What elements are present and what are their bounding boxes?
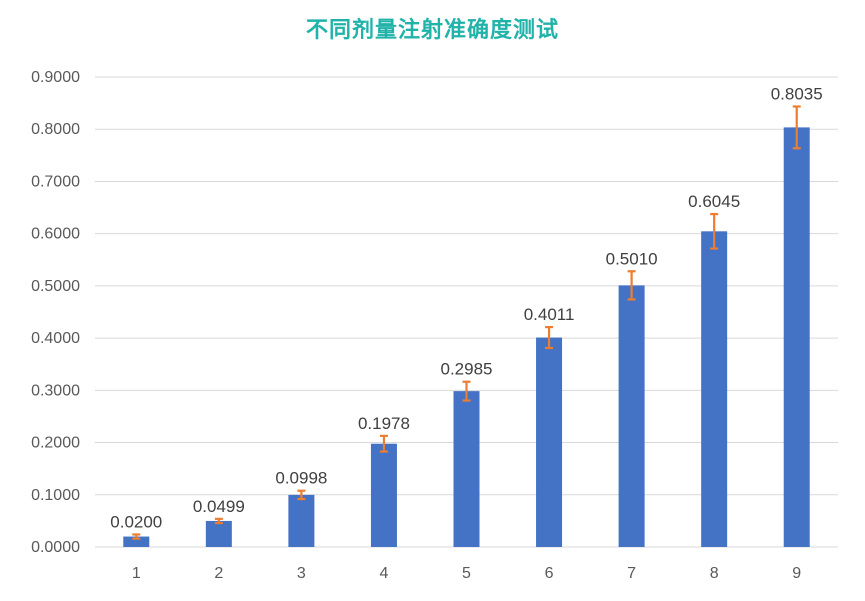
bar [783,127,810,548]
error-bar [379,434,388,453]
error-bar [792,105,801,150]
x-tick-label: 7 [627,565,636,582]
y-tick-label: 0.3000 [31,382,80,399]
error-bar [214,517,223,525]
bar [205,520,232,547]
error-bar [627,270,636,301]
x-tick-label: 4 [379,565,388,582]
y-tick-label: 0.0000 [31,539,80,556]
y-axis-ticks: 0.0000 0.1000 0.2000 0.3000 0.4000 0.5000 0.60… [31,69,80,556]
x-tick-label: 8 [710,565,719,582]
y-tick-label: 0.6000 [31,226,80,243]
error-bar [132,533,141,540]
error-bar [545,325,554,350]
data-label: 0.1978 [358,414,410,433]
error-bar [297,489,306,501]
data-label: 0.6045 [688,192,740,211]
x-tick-label: 2 [214,565,223,582]
y-tick-label: 0.2000 [31,435,80,452]
data-label: 0.0200 [110,512,162,531]
bar [701,231,728,548]
error-bar [710,212,719,250]
error-bar [462,380,471,402]
error-bars [132,105,801,540]
data-label: 0.4011 [524,305,575,324]
data-label: 0.0998 [275,469,327,488]
x-axis-ticks: 1 2 3 4 5 6 7 8 9 [132,565,801,582]
y-tick-label: 0.5000 [31,278,80,295]
bar [618,285,645,547]
bar [370,443,397,547]
y-tick-label: 0.7000 [31,173,80,190]
bars [123,127,810,548]
y-tick-label: 0.9000 [31,69,80,86]
x-tick-label: 6 [545,565,554,582]
data-label: 0.8035 [771,85,823,104]
data-label: 0.5010 [606,249,658,268]
chart-title: 不同剂量注射准确度测试 [305,18,559,43]
y-tick-label: 0.8000 [31,121,80,138]
y-tick-label: 0.1000 [31,487,80,504]
y-tick-label: 0.4000 [31,330,80,347]
bar [536,337,563,547]
data-labels: 0.0200 0.0499 0.0998 0.1978 0.2985 0.4011 0.50… [110,85,822,532]
data-label: 0.0499 [193,497,245,516]
x-tick-label: 3 [297,565,306,582]
x-tick-label: 5 [462,565,471,582]
bar [123,536,150,547]
bar [288,494,315,547]
data-label: 0.2985 [441,360,493,379]
bar [453,391,480,547]
x-tick-label: 1 [132,565,141,582]
x-tick-label: 9 [792,565,801,582]
